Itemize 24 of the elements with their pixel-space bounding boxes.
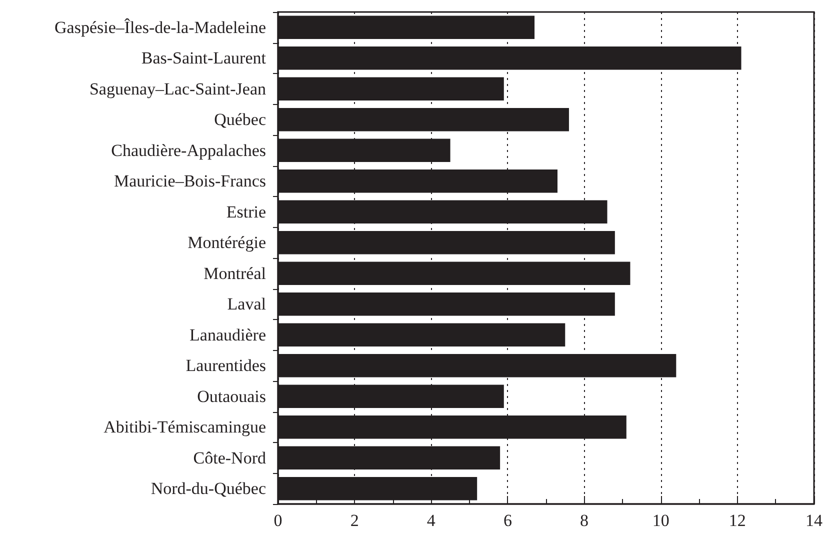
y-tick-label: Mauricie–Bois-Francs: [114, 172, 266, 191]
y-tick-label: Bas-Saint-Laurent: [141, 48, 266, 68]
y-tick-label: Montérégie: [188, 233, 266, 252]
x-tick-label: 10: [652, 511, 670, 530]
y-tick-label: Nord-du-Québec: [150, 479, 266, 498]
y-tick-label: Outaouais: [197, 386, 266, 406]
y-tick-label: Laval: [227, 294, 266, 314]
x-tick-label: 6: [503, 511, 512, 530]
x-tick-label: 0: [274, 511, 282, 530]
y-tick-label: Côte-Nord: [193, 448, 266, 468]
x-tick-label: 12: [728, 511, 746, 530]
y-tick-label: Gaspésie–Îles-de-la-Madeleine: [54, 18, 266, 37]
y-tick-label: Abitibi-Témiscamingue: [104, 418, 266, 437]
y-tick-label: Chaudière-Appalaches: [111, 140, 266, 160]
y-tick-label: Saguenay–Lac-Saint-Jean: [89, 79, 266, 98]
x-tick-label: 2: [350, 511, 359, 530]
y-tick-label: Laurentides: [186, 356, 266, 376]
x-tick-label: 8: [580, 511, 589, 530]
y-tick-label: Montréal: [204, 264, 266, 283]
y-tick-label: Québec: [214, 110, 266, 130]
y-tick-label: Lanaudière: [190, 325, 266, 344]
y-tick-label: Estrie: [226, 202, 266, 222]
x-tick-label: 14: [806, 511, 823, 530]
x-tick-label: 4: [426, 511, 436, 530]
